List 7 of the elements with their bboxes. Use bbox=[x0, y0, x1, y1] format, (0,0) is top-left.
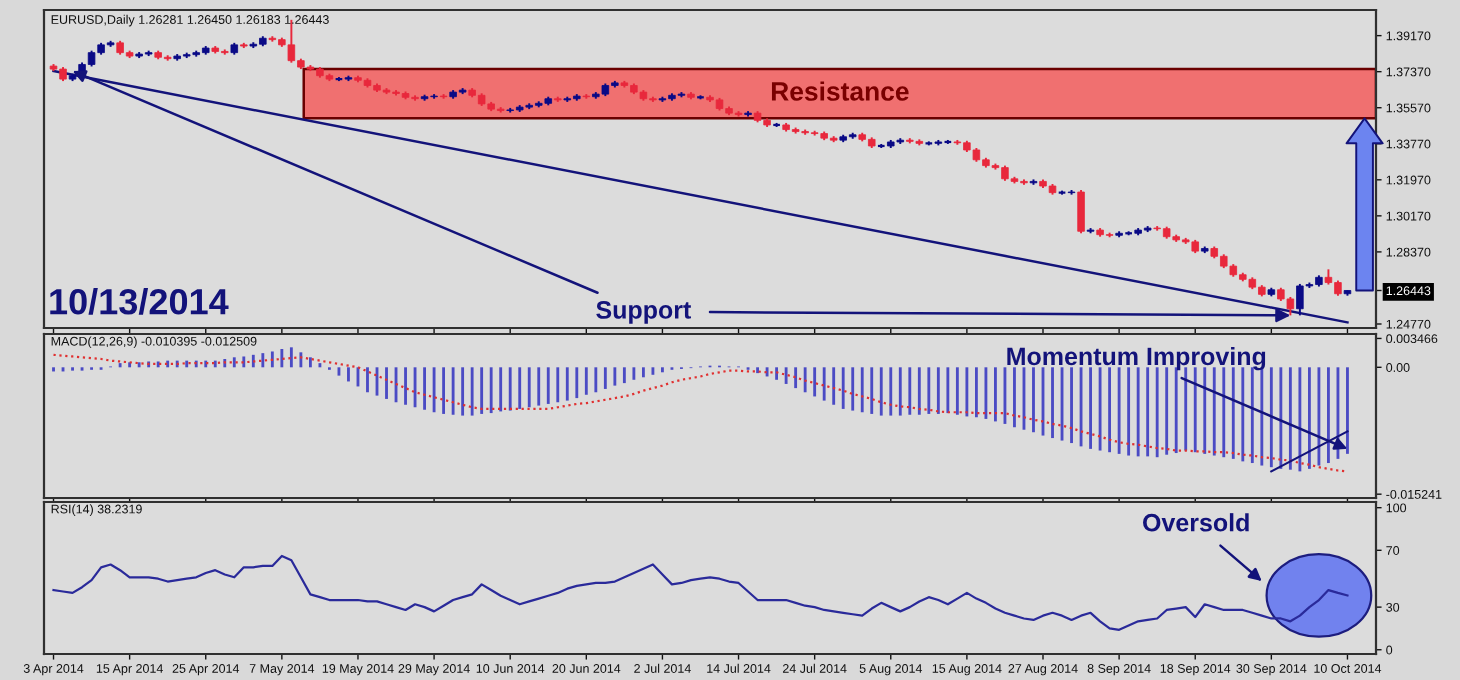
band-label: Resistance bbox=[771, 81, 909, 101]
annotation: 10/13/2014 bbox=[50, 287, 229, 315]
candlestick bbox=[1077, 189, 1085, 235]
annotation: Oversold bbox=[1143, 513, 1249, 532]
annotation: Support bbox=[596, 301, 691, 324]
line-series bbox=[52, 554, 1349, 631]
annotation: Momentum Improving bbox=[1007, 346, 1266, 371]
